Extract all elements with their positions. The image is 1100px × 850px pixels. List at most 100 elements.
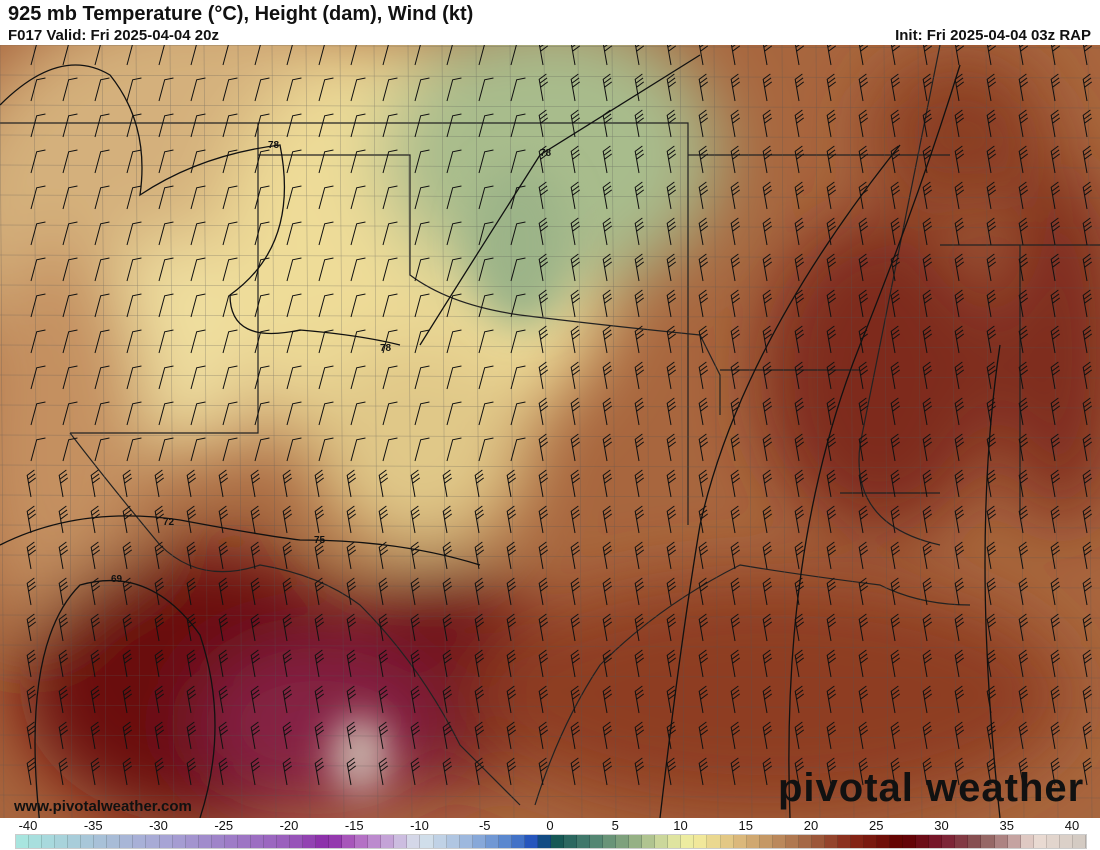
wind-barb xyxy=(1082,757,1093,786)
wind-barb xyxy=(986,541,997,570)
wind-barb xyxy=(602,577,613,606)
wind-barb xyxy=(1018,613,1029,642)
wind-barb xyxy=(1018,325,1029,354)
wind-barb xyxy=(506,505,517,534)
wind-barb xyxy=(730,361,741,390)
colorbar-swatch xyxy=(785,835,799,848)
wind-barb xyxy=(922,433,933,462)
wind-barb xyxy=(318,329,334,354)
wind-barb xyxy=(954,289,965,318)
wind-barb xyxy=(762,541,773,570)
wind-barb xyxy=(698,109,709,138)
wind-barb xyxy=(158,113,174,138)
wind-barb xyxy=(478,365,494,390)
contour-label: 78 xyxy=(380,343,392,354)
wind-barbs xyxy=(26,45,1093,786)
wind-barb xyxy=(986,649,997,678)
wind-barb xyxy=(346,613,357,642)
wind-barb xyxy=(26,685,37,714)
wind-barb xyxy=(286,329,302,354)
weather-map[interactable]: 78 78 78 72 75 69 xyxy=(0,45,1100,818)
wind-barb xyxy=(218,505,229,534)
wind-barb xyxy=(762,721,773,750)
wind-barb xyxy=(286,45,302,66)
wind-barb xyxy=(1082,469,1093,498)
wind-barb xyxy=(538,577,549,606)
wind-barb xyxy=(794,145,805,174)
wind-barb xyxy=(794,685,805,714)
warm-spot xyxy=(330,715,390,795)
wind-barb xyxy=(538,469,549,498)
colorbar-swatch xyxy=(1059,835,1073,848)
wind-barb xyxy=(218,469,229,498)
wind-barb xyxy=(602,433,613,462)
wind-barb xyxy=(826,109,837,138)
wind-barb xyxy=(954,613,965,642)
wind-barb xyxy=(442,541,453,570)
wind-barb xyxy=(414,45,430,66)
wind-barb xyxy=(954,649,965,678)
wind-barb xyxy=(890,757,901,786)
wind-barb xyxy=(126,257,142,282)
wind-barb xyxy=(698,721,709,750)
wind-barb xyxy=(186,649,197,678)
wind-barb xyxy=(794,433,805,462)
wind-barb xyxy=(922,469,933,498)
wind-barb xyxy=(730,73,741,102)
wind-barb xyxy=(666,45,677,66)
wind-barb xyxy=(446,257,462,282)
colorbar-swatch xyxy=(916,835,930,848)
wind-barb xyxy=(94,113,110,138)
wind-barb xyxy=(986,433,997,462)
temperature-shading xyxy=(0,45,1100,818)
wind-barb xyxy=(858,397,869,426)
wind-barb xyxy=(346,685,357,714)
wind-barb xyxy=(1082,577,1093,606)
wind-barb xyxy=(222,45,238,66)
wind-barb xyxy=(698,541,709,570)
wind-barb xyxy=(570,109,581,138)
wind-barb xyxy=(666,73,677,102)
wind-barb xyxy=(474,685,485,714)
wind-barb xyxy=(510,45,526,66)
wind-barb xyxy=(570,649,581,678)
wind-barb xyxy=(1050,289,1061,318)
wind-barb xyxy=(602,541,613,570)
wind-barb xyxy=(986,73,997,102)
colorbar-swatch xyxy=(224,835,238,848)
wind-barb xyxy=(666,649,677,678)
wind-barb xyxy=(222,437,238,462)
wind-barb xyxy=(666,433,677,462)
wind-barb xyxy=(634,73,645,102)
wind-barb xyxy=(634,685,645,714)
wind-barb xyxy=(318,401,334,426)
wind-barb xyxy=(478,113,494,138)
wind-barb xyxy=(954,253,965,282)
colorbar-swatch xyxy=(420,835,434,848)
colorbar-swatch xyxy=(146,835,160,848)
wind-barb xyxy=(570,757,581,786)
wind-barb xyxy=(858,433,869,462)
wind-barb xyxy=(158,365,174,390)
colorbar-swatch xyxy=(459,835,473,848)
wind-barb xyxy=(858,577,869,606)
wind-barb xyxy=(1050,541,1061,570)
wind-barb xyxy=(730,577,741,606)
wind-barb xyxy=(1050,757,1061,786)
wind-barb xyxy=(30,401,46,426)
colorbar-swatch xyxy=(29,835,43,848)
wind-barb xyxy=(570,73,581,102)
wind-barb xyxy=(318,293,334,318)
wind-barb xyxy=(122,721,133,750)
wind-barb xyxy=(510,113,526,138)
wind-barb xyxy=(318,149,334,174)
wind-barb xyxy=(126,293,142,318)
wind-barb xyxy=(318,257,334,282)
wind-barb xyxy=(126,149,142,174)
wind-barb xyxy=(570,145,581,174)
wind-barb xyxy=(730,181,741,210)
wind-barb xyxy=(94,221,110,246)
wind-barb xyxy=(90,613,101,642)
wind-barb xyxy=(350,77,366,102)
wind-barb xyxy=(126,221,142,246)
